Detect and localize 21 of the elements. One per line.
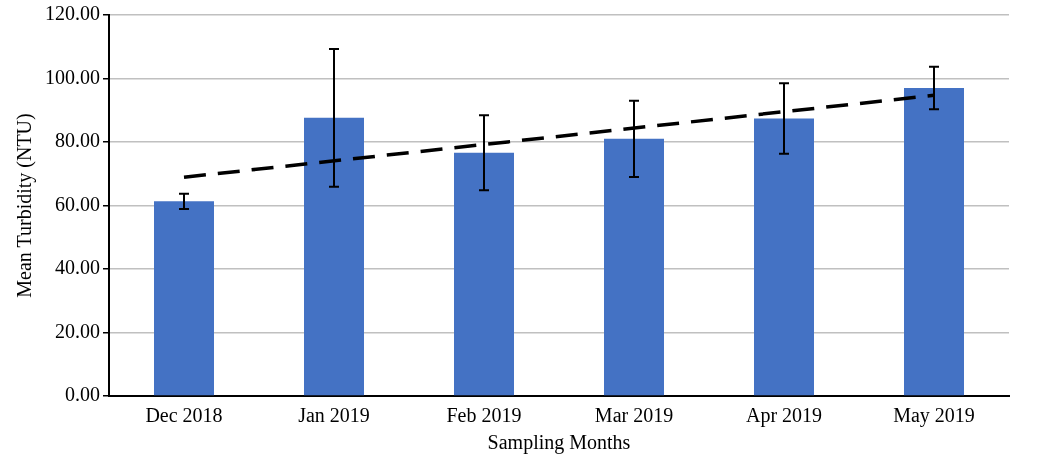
bar	[604, 138, 664, 396]
bar	[454, 152, 514, 396]
bar	[304, 117, 364, 396]
bar	[904, 88, 964, 396]
x-axis-title: Sampling Months	[487, 431, 631, 455]
y-tick-label: 100.00	[45, 65, 100, 88]
x-tick-label: Jan 2019	[298, 404, 370, 427]
y-tick-label: 120.00	[45, 2, 100, 25]
y-tick-label: 40.00	[55, 256, 100, 279]
x-tick-label: Dec 2018	[145, 404, 223, 427]
x-tick-label: May 2019	[893, 404, 975, 428]
y-tick-label: 60.00	[55, 192, 100, 215]
y-axis-title: Mean Turbidity (NTU)	[13, 113, 37, 298]
x-tick-label: Mar 2019	[594, 404, 674, 427]
x-tick-label: Feb 2019	[446, 404, 522, 427]
x-tick-label: Apr 2019	[745, 404, 823, 428]
y-tick-label: 0.00	[65, 383, 100, 406]
y-tick-label: 80.00	[55, 129, 100, 152]
bar	[154, 201, 214, 396]
y-tick-label: 20.00	[55, 319, 100, 342]
bar	[754, 118, 814, 396]
